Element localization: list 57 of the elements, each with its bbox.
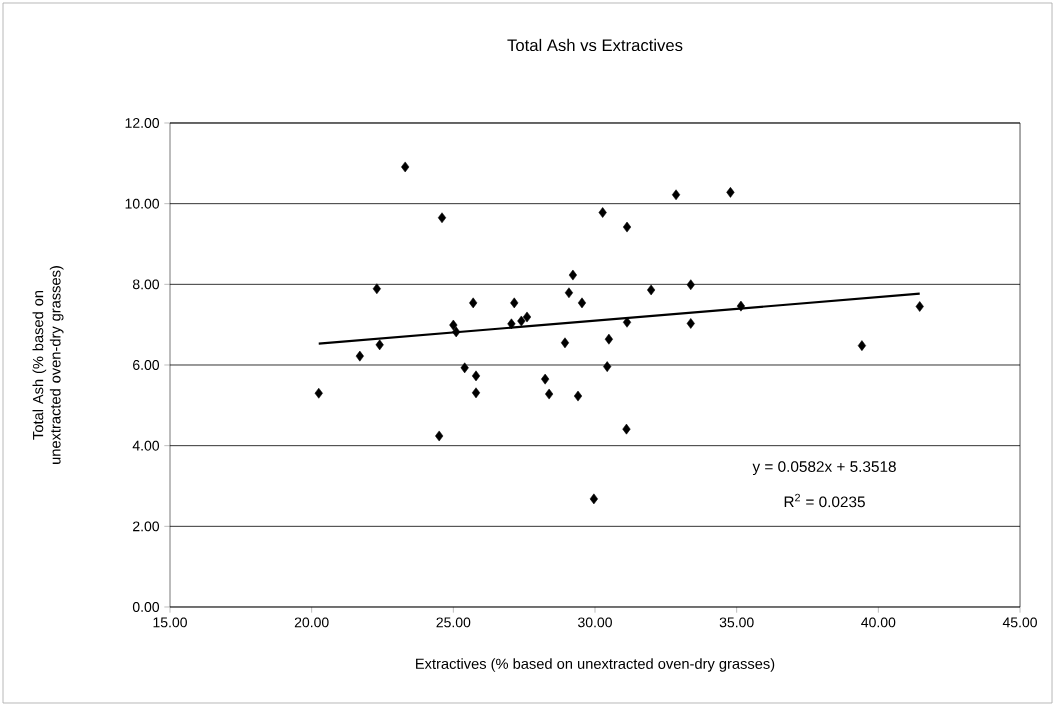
point (598, 207, 607, 218)
point (577, 297, 587, 309)
point (671, 189, 681, 201)
point (647, 284, 656, 296)
y-tick-label: 0.00 (132, 602, 160, 612)
point (573, 390, 583, 402)
point (726, 187, 735, 198)
y-tick-label: 8.00 (132, 279, 160, 290)
x-tick-label: 20.00 (294, 617, 329, 628)
point (507, 318, 516, 330)
x-tick-label: 40.00 (861, 617, 896, 628)
point (736, 300, 745, 312)
point (471, 387, 481, 399)
y-tick-label: 6.00 (133, 360, 160, 370)
point (460, 362, 469, 374)
point (437, 212, 447, 224)
annotation: y = 0.0582x + 5.3518 (752, 461, 896, 476)
x-tick-label: 25.00 (436, 617, 471, 628)
point (375, 339, 384, 351)
point (314, 387, 323, 399)
point (401, 161, 410, 173)
annotation: R$^{2}$ = 0.0235 (784, 493, 865, 508)
point (686, 318, 695, 329)
x-tick-label: 15.00 (153, 617, 187, 628)
point (915, 301, 924, 312)
point (541, 373, 550, 385)
y-tick-label: 12.00 (125, 118, 160, 128)
point (522, 311, 532, 323)
y-tick-label: 2.00 (133, 521, 160, 532)
y-axis-title: Total Ash (% based on unextracted oven-dry grasses) (32, 266, 64, 464)
point (469, 297, 478, 309)
y-tick-label: 4.00 (132, 440, 160, 451)
point (857, 340, 866, 351)
point (449, 319, 458, 331)
x-axis-title: Extractives (% based on unextracted oven-dry grasses) (416, 658, 775, 672)
point (603, 361, 612, 372)
point (510, 297, 519, 309)
point (568, 269, 577, 281)
point (435, 430, 444, 442)
point (355, 350, 364, 362)
point (622, 423, 631, 435)
x-tick-label: 30.00 (578, 617, 612, 628)
point (517, 315, 526, 327)
point (452, 326, 461, 338)
x-tick-label: 45.00 (1002, 617, 1037, 628)
point (686, 279, 695, 291)
point (471, 370, 481, 382)
x-tick-label: 35.00 (719, 617, 754, 628)
point (560, 337, 570, 349)
chart-title: Total Ash vs Extractives (507, 38, 683, 52)
point (589, 493, 598, 505)
point (604, 333, 613, 345)
point (622, 221, 632, 233)
y-tick-label: 10.00 (125, 198, 160, 209)
point (545, 388, 554, 400)
point (372, 283, 381, 295)
point (564, 287, 574, 299)
